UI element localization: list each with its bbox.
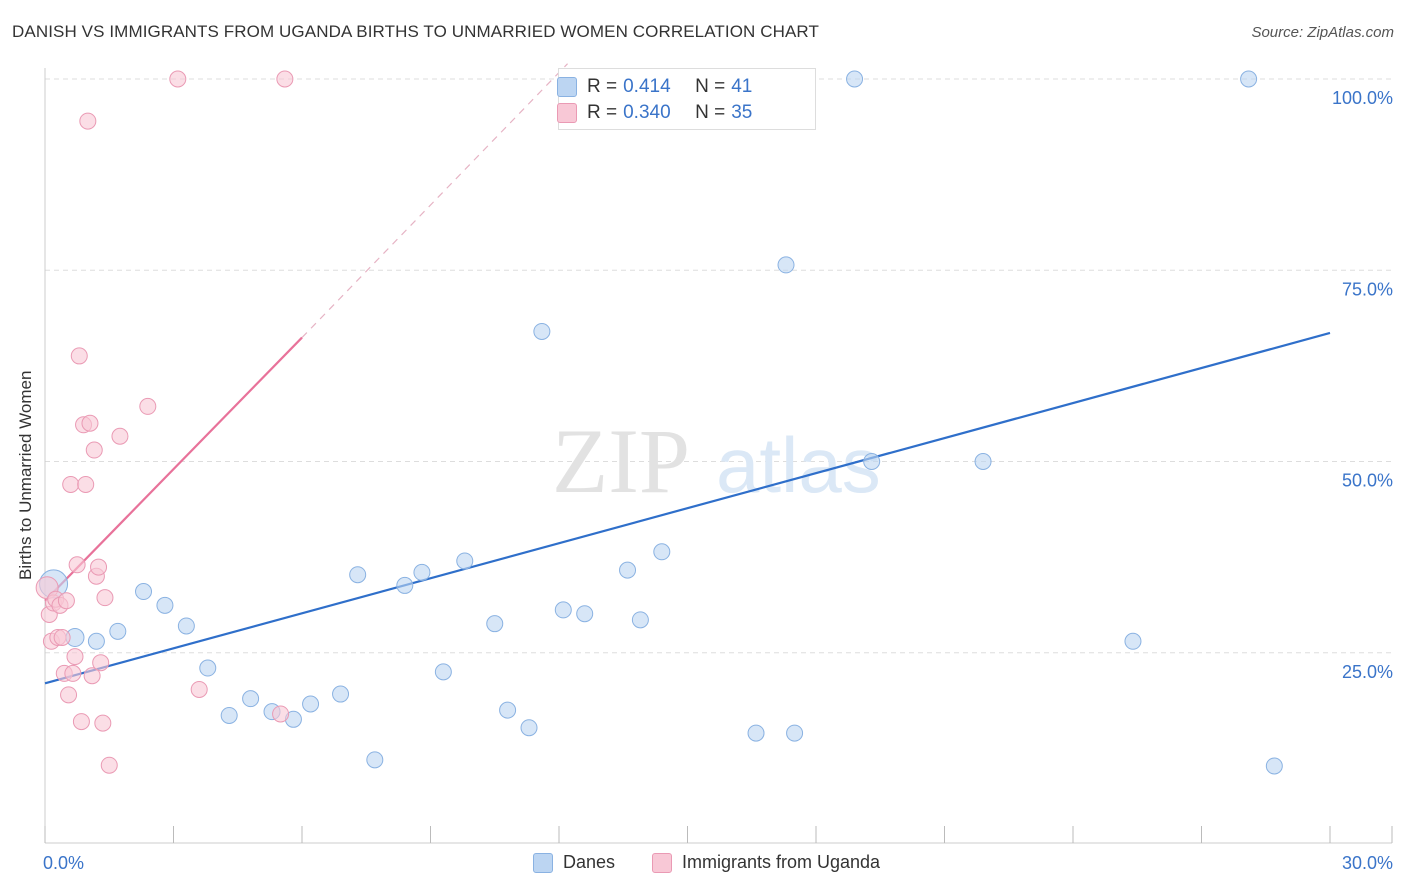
danes-point: [1124, 632, 1142, 650]
tick-labels: 25.0% 50.0% 75.0% 100.0% 0.0% 30.0%: [43, 88, 1393, 873]
danes-point: [87, 632, 105, 650]
stats-row-danes: R = 0.414 N = 41: [557, 75, 753, 99]
uganda-point: [276, 70, 294, 88]
uganda-point: [139, 397, 157, 415]
grid-lines: [45, 78, 1392, 654]
uganda-point: [111, 427, 129, 445]
danes-point: [747, 724, 765, 742]
danes-point: [631, 611, 649, 629]
danes-point: [109, 622, 127, 640]
danes-point: [1240, 70, 1258, 88]
uganda-point: [53, 628, 71, 646]
x-tick-label: 0.0%: [43, 853, 84, 873]
uganda-point: [92, 654, 110, 672]
uganda-point: [272, 705, 290, 723]
danes-trend-line: [44, 331, 1331, 685]
danes-point: [576, 605, 594, 623]
r-label: R =: [587, 76, 618, 97]
legend-item-danes[interactable]: Danes: [533, 852, 615, 873]
uganda-point: [77, 475, 95, 493]
uganda-point: [100, 756, 118, 774]
bottom-legend: Danes Immigrants from Uganda: [0, 852, 1406, 878]
uganda-point: [57, 592, 75, 610]
danes-point: [499, 701, 517, 719]
source-label: Source: ZipAtlas.com: [1251, 24, 1394, 41]
danes-point: [396, 576, 414, 594]
uganda-swatch: [652, 852, 672, 873]
axes: [44, 68, 1393, 844]
danes-point: [653, 543, 671, 561]
danes-point: [786, 724, 804, 742]
uganda-trend-extension: [301, 63, 568, 338]
uganda-point: [62, 475, 80, 493]
uganda-point: [64, 664, 82, 682]
uganda-swatch: [557, 103, 577, 123]
uganda-point: [169, 70, 187, 88]
danes-point: [846, 70, 864, 88]
uganda-point: [90, 558, 108, 576]
uganda-point: [94, 714, 112, 732]
danes-point: [520, 719, 538, 737]
danes-point: [1265, 757, 1283, 775]
uganda-point: [81, 414, 99, 432]
watermark-atlas: atlas: [716, 421, 881, 509]
r-value: 0.340: [623, 102, 671, 123]
watermark-zip: ZIP: [552, 410, 690, 512]
uganda-point: [190, 680, 208, 698]
uganda-point: [79, 112, 97, 130]
danes-point: [332, 685, 350, 703]
uganda-point: [85, 441, 103, 459]
danes-point: [242, 690, 260, 708]
stats-legend: R = 0.414 N = 41 R = 0.340 N = 35: [557, 68, 816, 130]
danes-swatch: [557, 77, 577, 97]
trend-lines: [44, 63, 1331, 685]
danes-swatch: [533, 852, 553, 873]
danes-point: [413, 563, 431, 581]
chart-title: DANISH VS IMMIGRANTS FROM UGANDA BIRTHS …: [12, 22, 819, 41]
y-tick-label: 50.0%: [1342, 471, 1393, 491]
n-label: N =: [695, 76, 726, 97]
n-value: 41: [731, 76, 753, 97]
danes-point: [619, 561, 637, 579]
uganda-point: [66, 648, 84, 666]
n-label: N =: [695, 102, 726, 123]
danes-point: [456, 552, 474, 570]
danes-point: [349, 566, 367, 584]
danes-point: [177, 617, 195, 635]
x-tick-label: 30.0%: [1342, 853, 1393, 873]
uganda-trend-line: [44, 336, 303, 602]
danes-point: [220, 706, 238, 724]
legend-label-danes: Danes: [563, 852, 616, 872]
uganda-point: [70, 347, 88, 365]
r-value: 0.414: [623, 76, 671, 97]
r-label: R =: [587, 102, 618, 123]
stats-row-uganda: R = 0.340 N = 35: [557, 101, 753, 125]
uganda-point: [68, 556, 86, 574]
y-tick-label: 100.0%: [1332, 88, 1393, 108]
danes-point: [366, 751, 384, 769]
uganda-point: [83, 667, 101, 685]
data-points: [35, 70, 1283, 775]
watermark: ZIP atlas: [552, 410, 881, 512]
danes-point: [199, 659, 217, 677]
danes-point: [302, 695, 320, 713]
danes-point: [135, 583, 153, 601]
danes-point: [554, 601, 572, 619]
danes-point: [156, 596, 174, 614]
y-tick-label: 75.0%: [1342, 279, 1393, 299]
danes-point: [533, 322, 551, 340]
danes-point: [974, 453, 992, 470]
n-value: 35: [731, 102, 753, 123]
uganda-point: [60, 686, 78, 704]
danes-point: [777, 256, 795, 274]
legend-item-uganda[interactable]: Immigrants from Uganda: [652, 852, 880, 873]
danes-point: [434, 663, 452, 681]
danes-point: [486, 615, 504, 633]
danes-point: [863, 453, 881, 470]
y-tick-label: 25.0%: [1342, 662, 1393, 682]
legend-label-uganda: Immigrants from Uganda: [682, 852, 881, 872]
uganda-point: [72, 713, 90, 731]
uganda-point: [96, 589, 114, 607]
